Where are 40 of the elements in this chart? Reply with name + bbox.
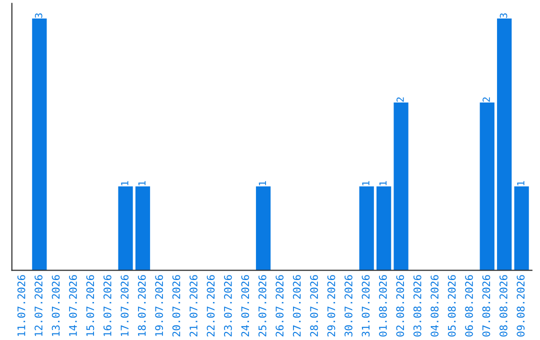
data-label: 1 [517,181,524,186]
x-tick-label: 03.08.2026 [413,275,422,336]
x-tick-label: 11.07.2026 [17,275,26,336]
data-label: 2 [482,97,490,102]
x-tick-label: 24.07.2026 [241,275,250,336]
x-tick-label: 16.07.2026 [103,275,112,336]
x-tick-label: 20.07.2026 [172,275,180,336]
data-label: 1 [362,181,370,186]
x-tick-label: 13.07.2026 [52,275,60,336]
data-label: 3 [500,13,508,18]
data-label: 2 [396,97,404,102]
x-tick-label: 04.08.2026 [430,275,439,336]
x-tick-label: 02.08.2026 [396,275,404,336]
x-tick-label: 17.07.2026 [120,275,129,336]
x-tick-label: 01.08.2026 [378,275,387,336]
x-tick-label: 25.07.2026 [258,275,266,336]
data-label: 1 [258,181,266,186]
data-label: 3 [34,13,42,18]
x-tick-label: 14.07.2026 [69,275,77,336]
x-tick-label: 05.08.2026 [448,275,456,336]
data-label: 1 [379,181,387,186]
x-tick-label: 23.07.2026 [224,275,232,336]
x-tick-label: 27.07.2026 [292,275,301,336]
x-tick-label: 26.07.2026 [276,275,284,336]
x-tick-label: 31.07.2026 [362,275,370,336]
x-tick-label: 06.08.2026 [465,275,473,336]
x-tick-label: 08.08.2026 [500,275,508,336]
x-tick-label: 30.07.2026 [344,275,352,336]
x-tick-label: 15.07.2026 [86,275,94,336]
x-tick-label: 09.08.2026 [516,275,525,336]
x-tick-label: 29.07.2026 [327,275,336,336]
x-tick-label: 12.07.2026 [34,275,42,336]
data-label: 1 [138,181,146,186]
x-tick-label: 18.07.2026 [138,275,146,336]
data-label: 1 [121,181,128,186]
x-tick-label: 28.07.2026 [310,275,318,336]
x-tick-label: 21.07.2026 [190,275,198,336]
x-tick-label: 19.07.2026 [155,275,164,336]
x-tick-label: 07.08.2026 [482,275,490,336]
x-tick-label: 22.07.2026 [206,275,215,336]
